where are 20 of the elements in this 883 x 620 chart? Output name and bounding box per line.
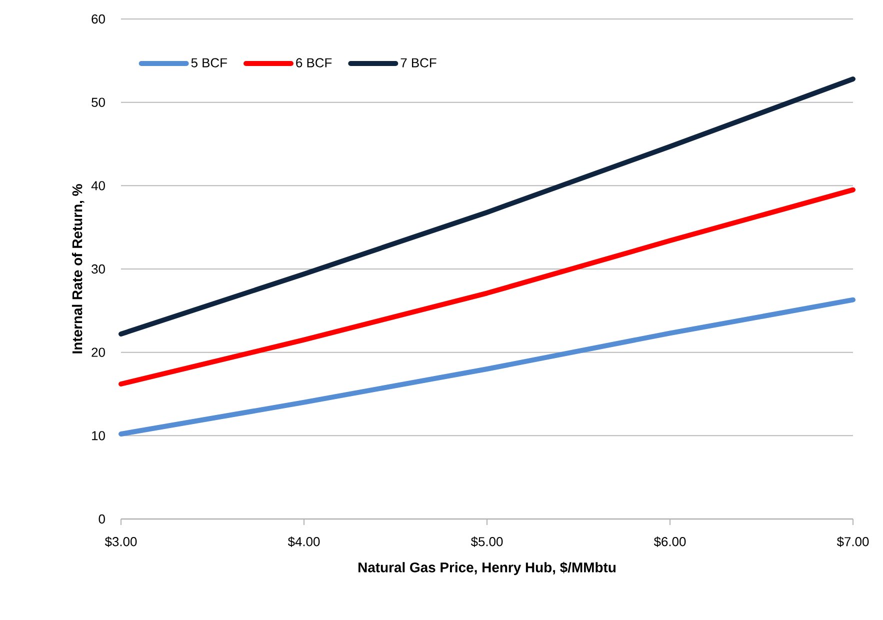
line-series <box>118 297 856 436</box>
y-tick-label: 50 <box>92 98 105 107</box>
y-tick-label: 60 <box>92 14 105 24</box>
line-series <box>118 76 856 336</box>
y-axis-title: Internal Rate of Return, % <box>72 184 84 354</box>
y-tick-label: 10 <box>92 431 105 440</box>
y-tick-label: 30 <box>92 264 105 274</box>
x-tick-label: $4.00 <box>288 536 320 547</box>
legend-label: 6 BCF <box>296 58 332 68</box>
y-tick-label: 40 <box>91 181 105 190</box>
y-tick-label: 20 <box>92 348 105 357</box>
line-series <box>118 187 856 386</box>
legend-label: 7 BCF <box>400 58 436 68</box>
legend-label: 5 BCF <box>191 58 227 68</box>
x-axis-title: Natural Gas Price, Henry Hub, $/MMbtu <box>358 562 616 576</box>
x-tick-label: $6.00 <box>654 536 686 547</box>
x-tick-label: $5.00 <box>470 536 503 547</box>
y-tick-label: 0 <box>98 514 105 524</box>
x-tick-label: $3.00 <box>104 536 137 547</box>
x-tick-label: $7.00 <box>836 536 869 547</box>
